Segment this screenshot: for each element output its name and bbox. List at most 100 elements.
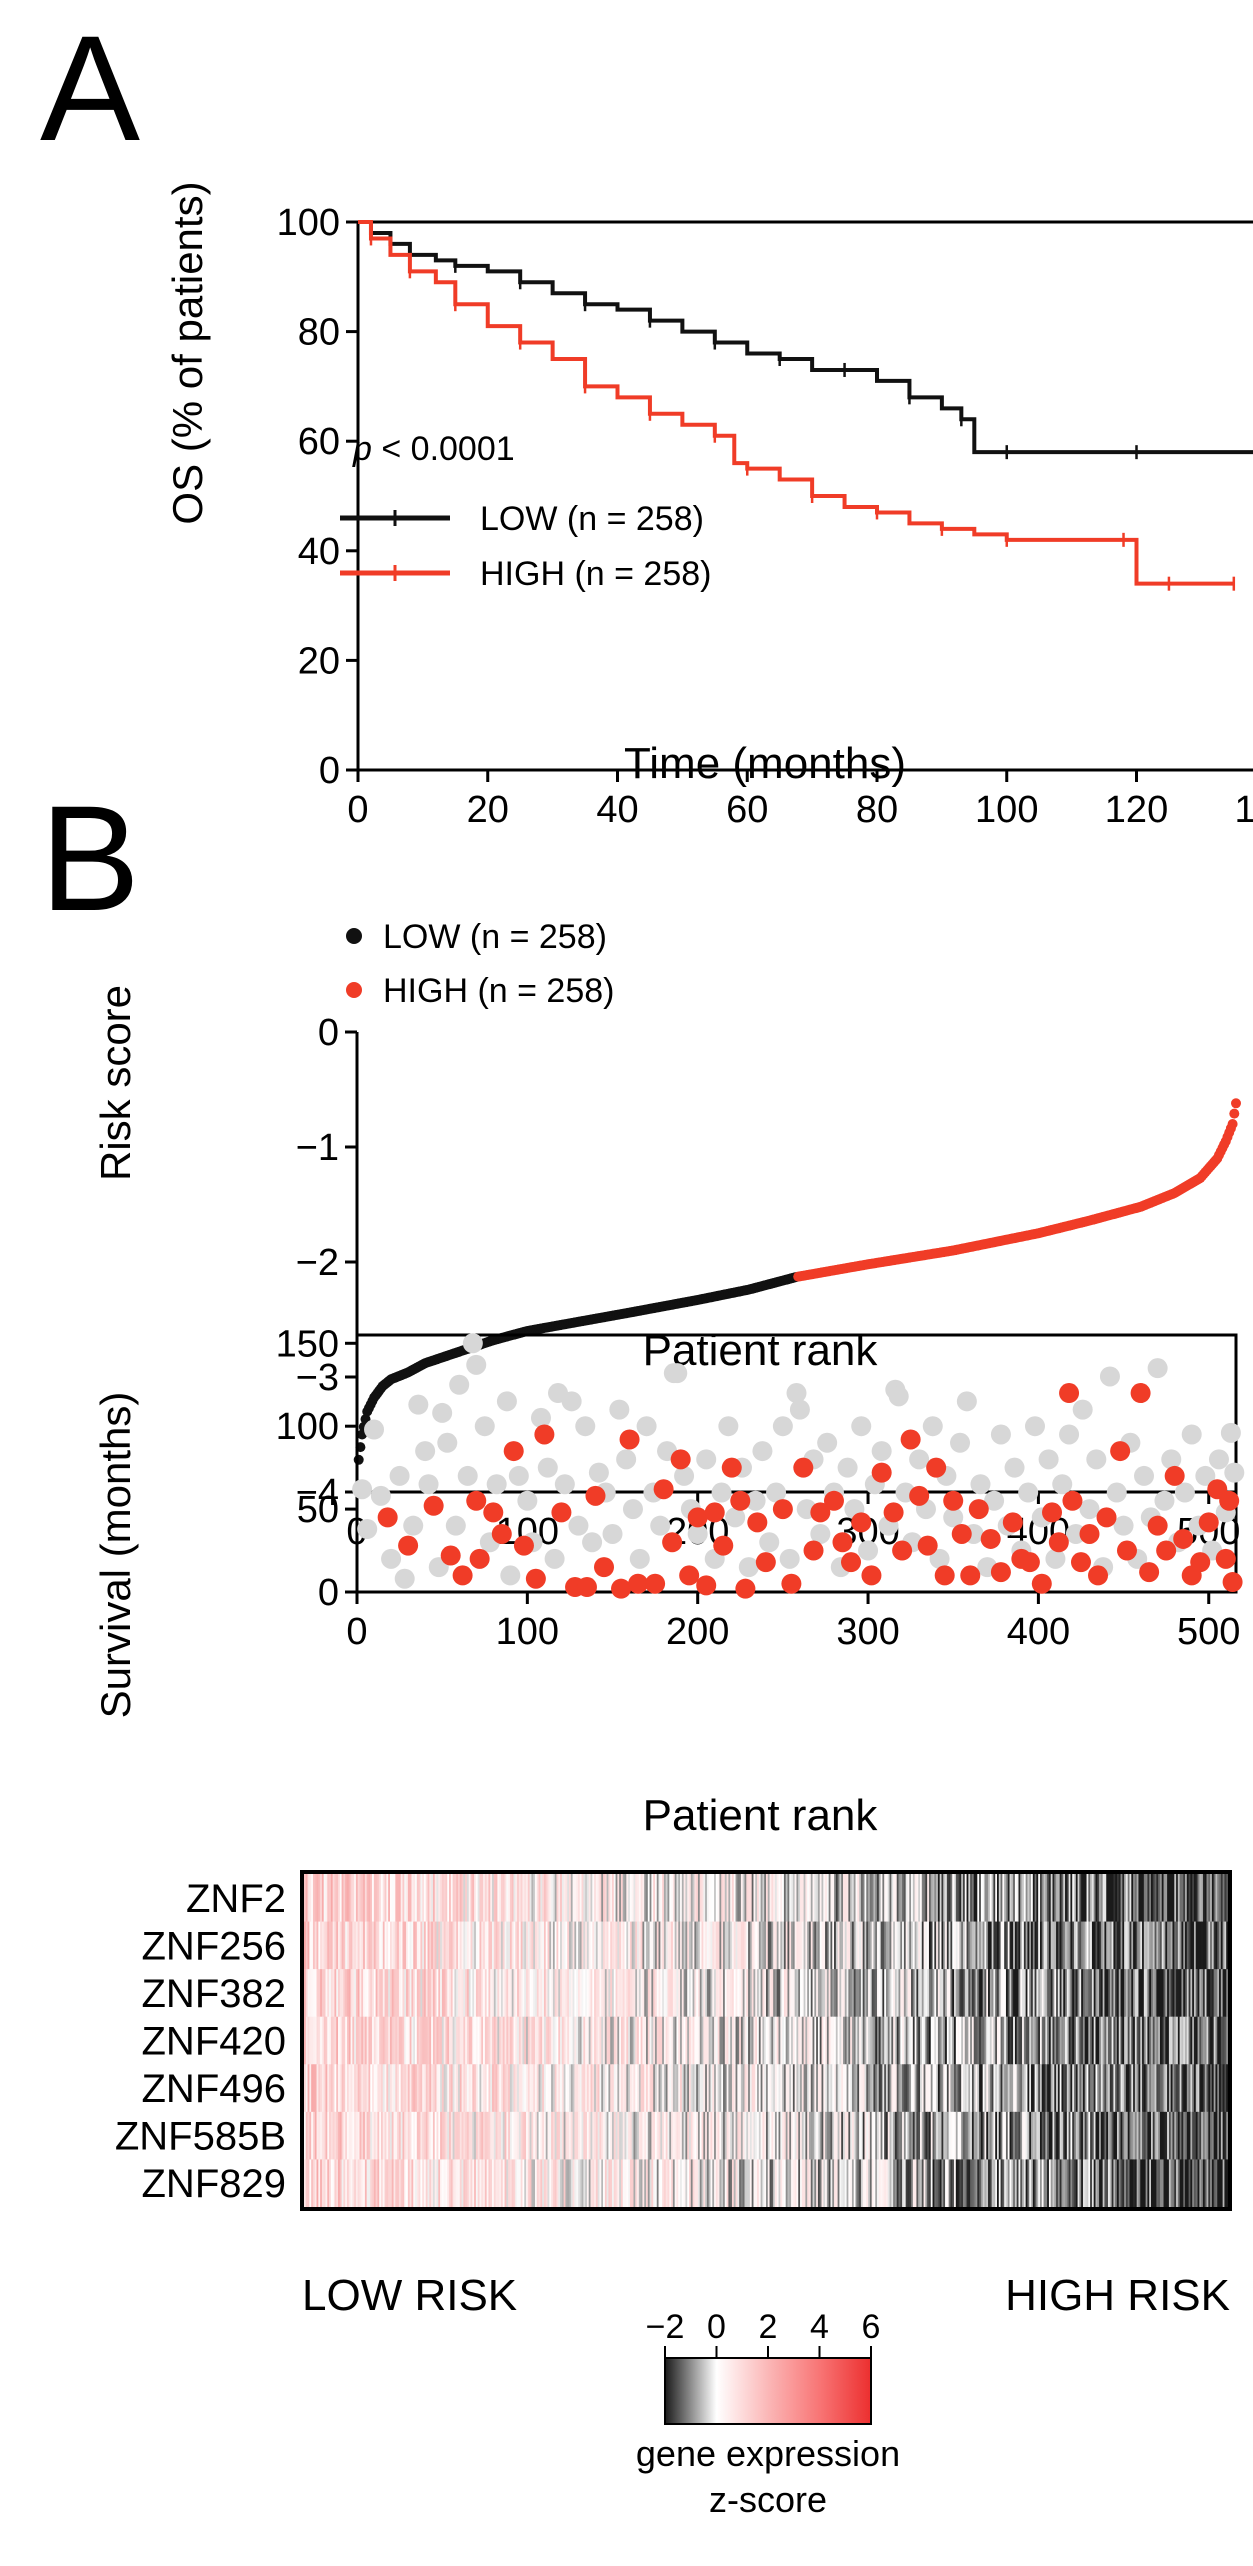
heatmap-cell bbox=[592, 1921, 595, 1970]
heatmap-cell bbox=[663, 1874, 667, 1923]
heatmap-cell bbox=[330, 2159, 334, 2208]
heatmap-cell bbox=[800, 2064, 803, 2113]
heatmap-cell bbox=[889, 2016, 892, 2065]
heatmap-cell bbox=[1133, 2064, 1136, 2113]
heatmap-cell bbox=[866, 2159, 869, 2208]
heatmap-cell bbox=[334, 2016, 337, 2065]
survival-point-censored bbox=[462, 1333, 483, 1354]
heatmap-cell bbox=[1095, 2016, 1098, 2065]
heatmap-cell bbox=[869, 1969, 873, 2018]
survival-point-deceased bbox=[1110, 1441, 1131, 1462]
heatmap-cell bbox=[993, 2159, 996, 2208]
heatmap-cell bbox=[1208, 2111, 1211, 2161]
heatmap-cell bbox=[1072, 1874, 1075, 1923]
heatmap-cell bbox=[907, 2111, 910, 2161]
heatmap-cell bbox=[903, 1874, 907, 1923]
heatmap-cell bbox=[1018, 1969, 1021, 2018]
heatmap-cell bbox=[1106, 2016, 1109, 2065]
heatmap-cell bbox=[724, 2111, 728, 2161]
heatmap-cell bbox=[1070, 2111, 1073, 2161]
heatmap-cell bbox=[980, 1874, 984, 1923]
risk-y-tick-label: −2 bbox=[296, 1242, 339, 1284]
heatmap-cell bbox=[1190, 1969, 1193, 2018]
heatmap-cell bbox=[714, 1921, 717, 1970]
heatmap-cell bbox=[644, 1969, 647, 2018]
heatmap-cell bbox=[323, 1969, 327, 2018]
survival-ylabel: Survival (months) bbox=[92, 1392, 139, 1719]
heatmap-cell bbox=[545, 2111, 549, 2161]
heatmap-cell bbox=[486, 1921, 490, 1970]
heatmap-cell bbox=[436, 2016, 439, 2065]
heatmap-cell bbox=[966, 1969, 969, 2018]
heatmap-cell bbox=[789, 1969, 792, 2018]
heatmap-cell bbox=[1000, 1921, 1003, 1970]
heatmap-cell bbox=[705, 2016, 708, 2065]
heatmap-cell bbox=[1124, 1969, 1127, 2018]
heatmap-cell bbox=[762, 2159, 765, 2208]
heatmap-cell bbox=[737, 2016, 740, 2065]
heatmap-cell bbox=[907, 2016, 910, 2065]
heatmap-cell bbox=[312, 2159, 316, 2208]
heatmap-cell bbox=[778, 2064, 781, 2113]
heatmap-cell bbox=[502, 2159, 506, 2208]
heatmap-cell bbox=[1156, 1969, 1159, 2018]
heatmap-cell bbox=[601, 1921, 604, 1970]
heatmap-cell bbox=[432, 1874, 436, 1923]
heatmap-cell bbox=[1138, 1921, 1141, 1970]
heatmap-cell bbox=[667, 1969, 670, 2018]
heatmap-cell bbox=[1193, 1969, 1197, 2018]
heatmap-cell bbox=[334, 1874, 337, 1923]
heatmap-cell bbox=[819, 1874, 823, 1923]
heatmap-cell bbox=[316, 2159, 319, 2208]
heatmap-cell bbox=[631, 1874, 635, 1923]
survival-point-deceased bbox=[628, 1573, 649, 1594]
heatmap-cell bbox=[346, 2159, 350, 2208]
heatmap-cell bbox=[384, 1969, 387, 2018]
heatmap-cell bbox=[526, 1969, 529, 2018]
heatmap-cell bbox=[1109, 2016, 1113, 2065]
heatmap-cell bbox=[653, 2064, 656, 2113]
heatmap-cell bbox=[1016, 2064, 1020, 2113]
heatmap-cell bbox=[458, 2111, 461, 2161]
heatmap-cell bbox=[1077, 2159, 1080, 2208]
heatmap-cell bbox=[724, 2159, 728, 2208]
heatmap-cell bbox=[459, 1969, 463, 2018]
heatmap-cell bbox=[622, 2111, 626, 2161]
heatmap-cell bbox=[681, 1921, 685, 1970]
colorbar-tick-label: 4 bbox=[810, 2308, 829, 2346]
heatmap-cell bbox=[531, 2016, 534, 2065]
heatmap-cell bbox=[459, 2016, 463, 2065]
heatmap-cell bbox=[425, 2111, 429, 2161]
survival-point-censored bbox=[530, 1407, 551, 1428]
heatmap-cell bbox=[986, 2064, 989, 2113]
heatmap-cell bbox=[898, 2016, 901, 2065]
heatmap-cell bbox=[835, 1921, 839, 1970]
heatmap-cell bbox=[733, 1874, 737, 1923]
heatmap-cell bbox=[1201, 2111, 1204, 2161]
heatmap-cell bbox=[352, 1874, 355, 1923]
heatmap-cell bbox=[311, 2016, 314, 2065]
heatmap-cell bbox=[1054, 1874, 1057, 1923]
heatmap-cell bbox=[475, 1969, 479, 2018]
heatmap-cell bbox=[633, 1874, 636, 1923]
heatmap-cell bbox=[354, 2111, 357, 2161]
heatmap-cell bbox=[552, 2064, 556, 2113]
heatmap-cell bbox=[382, 2016, 386, 2065]
heatmap-cell bbox=[717, 2111, 721, 2161]
heatmap-cell bbox=[545, 2016, 549, 2065]
heatmap-cell bbox=[393, 1874, 396, 1923]
heatmap-cell bbox=[493, 1921, 497, 1970]
heatmap-cell bbox=[825, 1969, 828, 2018]
heatmap-cell bbox=[1022, 2064, 1025, 2113]
heatmap-cell bbox=[551, 2111, 554, 2161]
heatmap-cell bbox=[1029, 1969, 1032, 2018]
heatmap-cell bbox=[1193, 1874, 1197, 1923]
heatmap-cell bbox=[714, 2064, 717, 2113]
survival-point-censored bbox=[1099, 1366, 1120, 1387]
heatmap-cell bbox=[389, 1874, 393, 1923]
heatmap-cell bbox=[307, 2016, 310, 2065]
heatmap-cell bbox=[1163, 1874, 1166, 1923]
heatmap-cell bbox=[1142, 1921, 1145, 1970]
heatmap-cell bbox=[918, 2111, 921, 2161]
heatmap-cell bbox=[1193, 2016, 1197, 2065]
